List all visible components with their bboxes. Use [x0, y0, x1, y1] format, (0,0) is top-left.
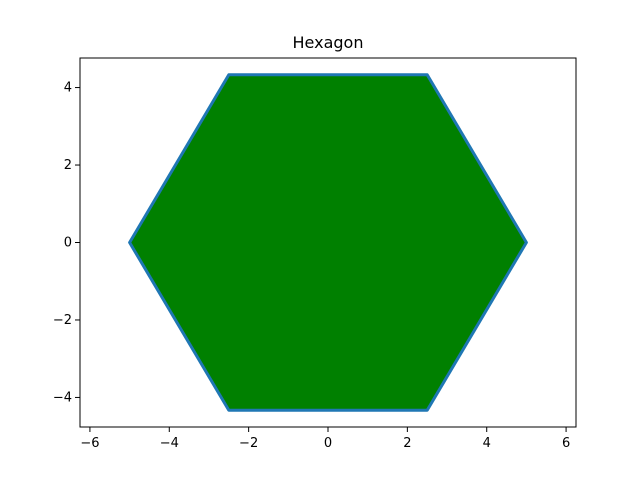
y-tick-label: 0 — [64, 236, 72, 251]
x-tick-label: 6 — [562, 436, 570, 451]
y-tick-label: 4 — [64, 81, 72, 96]
chart-title: Hexagon — [293, 33, 364, 52]
x-tick-label: 2 — [403, 436, 411, 451]
x-tick-label: −4 — [160, 436, 179, 451]
x-tick-label: 0 — [324, 436, 332, 451]
y-tick-label: −4 — [53, 390, 72, 405]
hexagon-shape — [128, 73, 528, 412]
x-tick-label: −6 — [80, 436, 99, 451]
x-tick-label: −2 — [239, 436, 258, 451]
x-tick-label: 4 — [483, 436, 491, 451]
y-axis-ticks: −4 −2 0 2 4 — [53, 81, 80, 405]
y-tick-label: 2 — [64, 158, 72, 173]
y-tick-label: −2 — [53, 313, 72, 328]
x-axis-ticks: −6 −4 −2 0 2 4 6 — [80, 427, 570, 451]
plot-frame — [79, 57, 577, 428]
